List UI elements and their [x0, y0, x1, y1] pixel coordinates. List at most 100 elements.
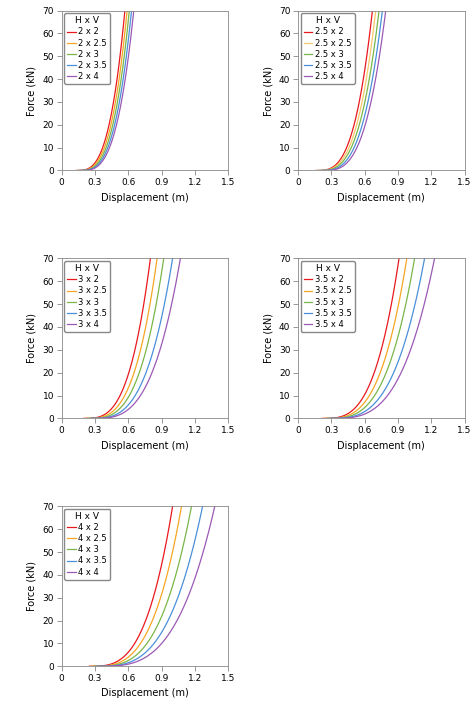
- 2 x 3: [118, 74, 124, 82]
- Line: 3.5 x 4: 3.5 x 4: [331, 259, 435, 418]
- 2.5 x 3.5: [374, 49, 379, 58]
- Legend: 3 x 2, 3 x 2.5, 3 x 3, 3 x 3.5, 3 x 4: 3 x 2, 3 x 2.5, 3 x 3, 3 x 3.5, 3 x 4: [64, 261, 110, 332]
- 4 x 2: [170, 502, 175, 510]
- 3 x 2: [120, 384, 126, 392]
- 4 x 4: [167, 629, 173, 637]
- 2.5 x 2: [346, 136, 352, 145]
- 2 x 4: [126, 49, 132, 58]
- 2.5 x 2: [313, 166, 319, 175]
- 2 x 3: [107, 133, 112, 142]
- 4 x 3.5: [93, 662, 99, 670]
- 2 x 4: [78, 166, 83, 175]
- 3 x 2.5: [143, 321, 149, 330]
- 3.5 x 2.5: [371, 384, 376, 393]
- 3.5 x 3.5: [327, 414, 332, 422]
- 3 x 2.5: [147, 298, 153, 306]
- 4 x 2: [157, 570, 163, 578]
- 4 x 2.5: [170, 545, 176, 553]
- 2.5 x 3.5: [354, 136, 360, 145]
- 3.5 x 3.5: [385, 381, 391, 389]
- 2 x 3.5: [108, 136, 113, 145]
- 2 x 2: [73, 166, 79, 175]
- 2.5 x 2: [370, 6, 375, 15]
- 2 x 3.5: [124, 49, 129, 58]
- 2.5 x 3.5: [356, 133, 361, 142]
- 3.5 x 2.5: [322, 414, 328, 422]
- 3.5 x 4: [390, 384, 395, 393]
- 3.5 x 3: [412, 255, 418, 263]
- 3.5 x 3: [398, 321, 404, 330]
- 2 x 2.5: [104, 136, 109, 145]
- 2 x 3: [122, 49, 128, 58]
- 4 x 2.5: [89, 662, 95, 670]
- 2 x 3.5: [76, 166, 82, 175]
- 4 x 3: [173, 570, 179, 578]
- 2 x 2.5: [124, 6, 130, 15]
- 3 x 4: [164, 321, 169, 330]
- 3.5 x 2: [319, 414, 325, 422]
- 3 x 2.5: [83, 414, 89, 422]
- Y-axis label: Force (kN): Force (kN): [27, 314, 37, 363]
- 3 x 2.5: [127, 381, 132, 389]
- 3.5 x 3: [376, 384, 382, 392]
- Legend: 4 x 2, 4 x 2.5, 4 x 3, 4 x 3.5, 4 x 4: 4 x 2, 4 x 2.5, 4 x 3, 4 x 3.5, 4 x 4: [64, 509, 110, 580]
- 3.5 x 4: [329, 414, 335, 422]
- 2.5 x 2.5: [373, 6, 379, 15]
- 2 x 4: [78, 166, 83, 175]
- Line: 2 x 2: 2 x 2: [76, 11, 125, 171]
- 4 x 3: [91, 662, 97, 670]
- 2.5 x 2: [361, 74, 366, 82]
- 3.5 x 2.5: [391, 321, 397, 330]
- 3.5 x 4: [392, 381, 397, 389]
- 3.5 x 2: [384, 321, 390, 330]
- X-axis label: Displacement (m): Displacement (m): [337, 192, 425, 202]
- 3.5 x 4: [422, 298, 428, 306]
- Line: 3.5 x 2: 3.5 x 2: [322, 259, 399, 418]
- 3 x 4: [144, 381, 149, 389]
- 4 x 2.5: [164, 570, 170, 578]
- 2.5 x 2: [347, 133, 353, 142]
- 2 x 4: [110, 133, 116, 142]
- 2 x 3.5: [120, 74, 126, 82]
- 3.5 x 2: [389, 298, 395, 306]
- 2.5 x 2.5: [350, 133, 356, 142]
- 2.5 x 4: [383, 6, 389, 15]
- 2 x 2: [114, 74, 120, 82]
- 4 x 3.5: [93, 662, 99, 670]
- 4 x 4: [164, 632, 170, 641]
- 2 x 3: [75, 166, 81, 175]
- 2 x 3.5: [77, 166, 82, 175]
- 2 x 3.5: [108, 136, 113, 145]
- 2 x 4: [131, 6, 137, 15]
- Line: 3 x 4: 3 x 4: [93, 259, 181, 418]
- 3.5 x 3: [324, 414, 330, 422]
- 3 x 2: [122, 381, 128, 389]
- 2 x 2: [103, 133, 109, 142]
- 3 x 2.5: [154, 255, 160, 263]
- Legend: 3.5 x 2, 3.5 x 2.5, 3.5 x 3, 3.5 x 3.5, 3.5 x 4: 3.5 x 2, 3.5 x 2.5, 3.5 x 3, 3.5 x 3.5, …: [301, 261, 355, 332]
- 3.5 x 3.5: [407, 321, 412, 330]
- 3 x 3.5: [162, 298, 168, 306]
- 4 x 3.5: [158, 629, 164, 637]
- 3 x 3: [85, 414, 91, 422]
- 2 x 4: [123, 74, 128, 82]
- 4 x 2.5: [179, 502, 184, 510]
- 2 x 3.5: [109, 133, 114, 142]
- 3 x 4: [90, 414, 96, 422]
- 2 x 2: [122, 6, 128, 15]
- 2.5 x 4: [357, 136, 363, 145]
- 4 x 3.5: [156, 632, 162, 641]
- 3.5 x 3.5: [383, 384, 389, 392]
- Line: 2.5 x 2: 2.5 x 2: [316, 11, 373, 171]
- 2 x 3: [75, 166, 81, 175]
- 2.5 x 3.5: [355, 136, 360, 145]
- 4 x 2: [162, 545, 168, 553]
- 2.5 x 4: [357, 136, 363, 145]
- 2 x 2: [73, 166, 79, 175]
- 3.5 x 3.5: [326, 414, 332, 422]
- Y-axis label: Force (kN): Force (kN): [264, 314, 273, 363]
- 3 x 4: [90, 414, 96, 422]
- Line: 3 x 3: 3 x 3: [88, 259, 164, 418]
- 4 x 4: [212, 502, 218, 510]
- 2.5 x 2.5: [314, 166, 320, 175]
